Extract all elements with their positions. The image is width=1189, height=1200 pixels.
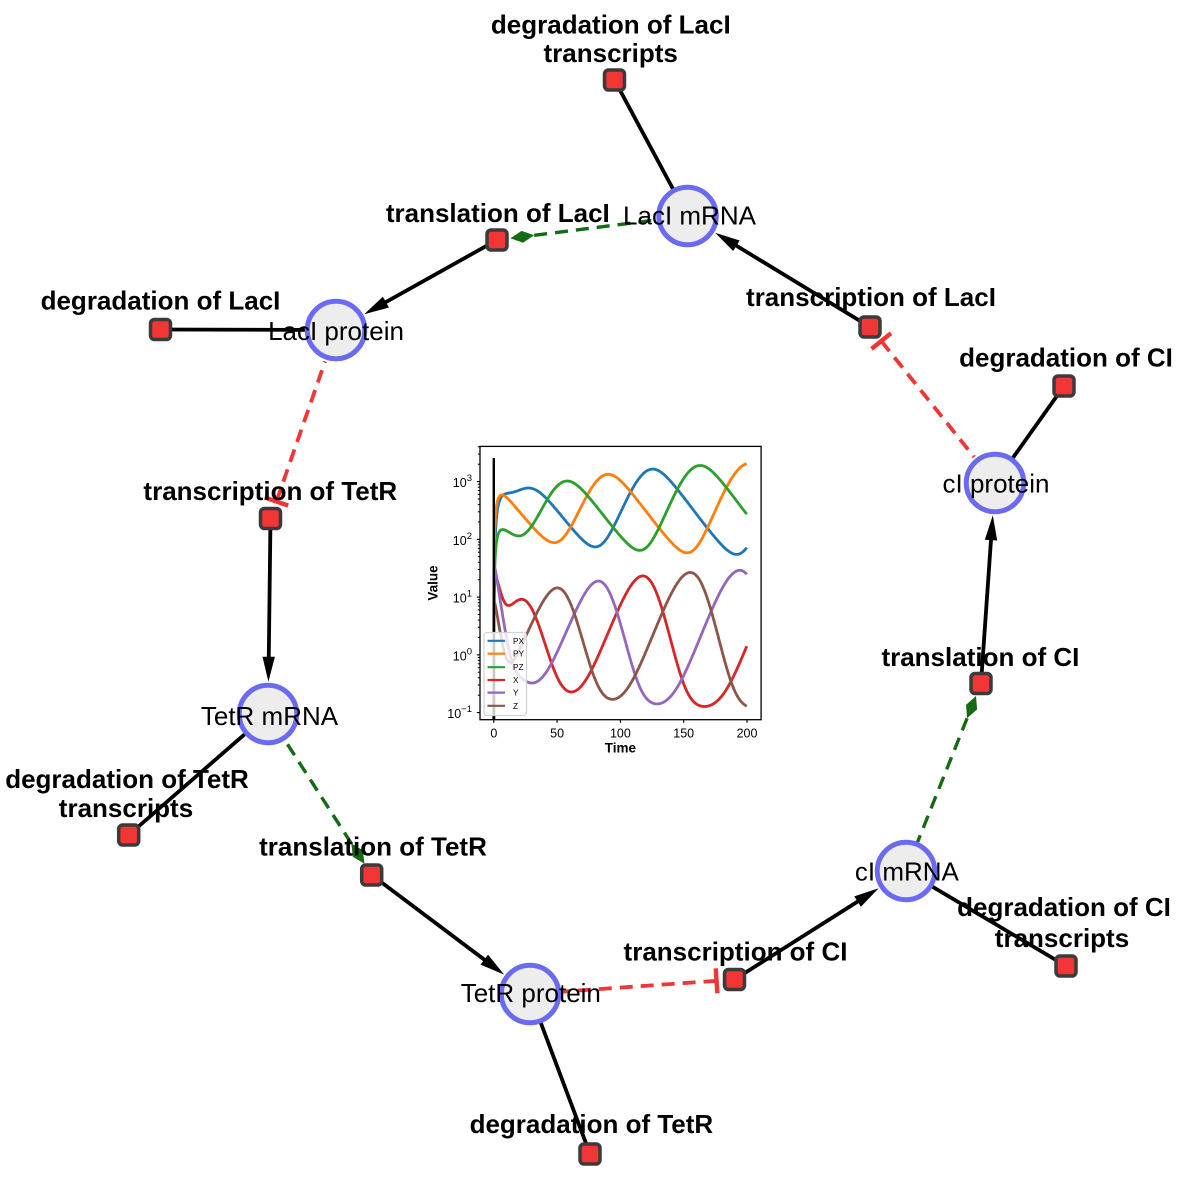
- svg-text:degradation of TetR: degradation of TetR: [5, 764, 249, 794]
- svg-text:translation of TetR: translation of TetR: [259, 832, 487, 862]
- svg-text:100: 100: [453, 646, 472, 663]
- svg-text:degradation of LacI: degradation of LacI: [41, 286, 281, 316]
- svg-text:103: 103: [453, 473, 472, 490]
- svg-text:200: 200: [737, 727, 758, 741]
- svg-text:translation of LacI: translation of LacI: [386, 198, 610, 228]
- svg-text:150: 150: [673, 727, 694, 741]
- svg-text:102: 102: [453, 531, 472, 548]
- svg-text:cI mRNA: cI mRNA: [855, 857, 960, 887]
- svg-text:LacI protein: LacI protein: [268, 316, 404, 346]
- svg-text:PY: PY: [513, 649, 525, 659]
- svg-text:X: X: [513, 675, 519, 685]
- svg-text:degradation of CI: degradation of CI: [959, 343, 1173, 373]
- svg-text:50: 50: [550, 727, 564, 741]
- svg-text:Z: Z: [513, 701, 518, 711]
- svg-text:101: 101: [453, 589, 472, 606]
- svg-text:TetR protein: TetR protein: [461, 978, 601, 1008]
- svg-text:transcription of CI: transcription of CI: [624, 937, 848, 967]
- svg-text:Y: Y: [513, 688, 519, 698]
- svg-text:degradation of CI: degradation of CI: [957, 892, 1171, 922]
- svg-text:LacI mRNA: LacI mRNA: [623, 201, 757, 231]
- svg-text:cI protein: cI protein: [943, 469, 1050, 499]
- svg-text:Value: Value: [426, 565, 441, 601]
- svg-text:transcripts: transcripts: [995, 923, 1129, 953]
- svg-text:10−1: 10−1: [447, 704, 472, 721]
- svg-text:0: 0: [490, 727, 497, 741]
- svg-text:transcription of LacI: transcription of LacI: [746, 282, 996, 312]
- svg-text:transcripts: transcripts: [59, 793, 193, 823]
- svg-text:100: 100: [610, 727, 631, 741]
- svg-text:transcripts: transcripts: [544, 38, 678, 68]
- svg-text:degradation of TetR: degradation of TetR: [470, 1109, 714, 1139]
- svg-text:translation of CI: translation of CI: [881, 642, 1079, 672]
- svg-text:Time: Time: [605, 741, 637, 756]
- svg-text:TetR mRNA: TetR mRNA: [201, 701, 339, 731]
- svg-text:degradation of LacI: degradation of LacI: [491, 10, 731, 40]
- svg-text:PZ: PZ: [513, 662, 524, 672]
- svg-text:transcription of TetR: transcription of TetR: [143, 476, 397, 506]
- svg-text:PX: PX: [513, 636, 525, 646]
